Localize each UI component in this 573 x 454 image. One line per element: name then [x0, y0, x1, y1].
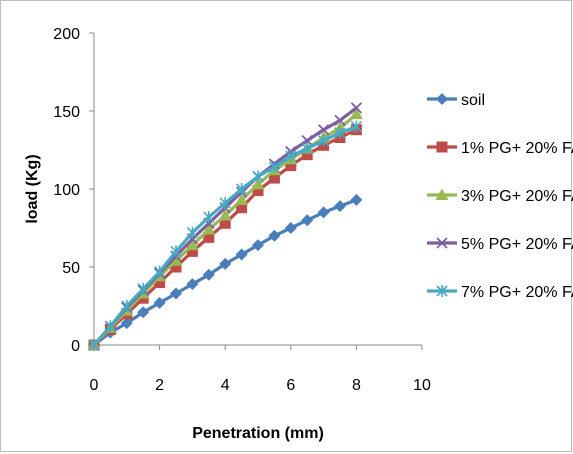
x-tick-label: 4: [221, 377, 230, 394]
data-point: [219, 217, 231, 229]
data-point: [252, 170, 264, 183]
data-point: [236, 183, 248, 195]
legend-label: soil: [461, 92, 485, 109]
y-tick-label: 200: [53, 26, 80, 43]
data-point: [252, 239, 264, 252]
data-point: [203, 211, 215, 224]
data-point: [202, 268, 215, 281]
data-point: [349, 107, 363, 120]
x-tick-label: 8: [352, 377, 361, 394]
x-tick-label: 2: [155, 377, 164, 394]
legend-label: 5% PG+ 20% FA: [461, 236, 573, 253]
legend-item: 3% PG+ 20% FA: [427, 188, 573, 205]
chart-axes: 0 50 100 150 200 0 2 4 6 8 10: [53, 26, 431, 394]
data-point: [301, 142, 313, 155]
legend-label: 3% PG+ 20% FA: [461, 188, 573, 205]
legend-item: soil: [427, 92, 485, 109]
data-point: [301, 149, 313, 161]
legend-item: 1% PG+ 20% FA: [427, 140, 573, 157]
data-point: [219, 257, 232, 270]
data-point: [219, 197, 231, 210]
legend-marker: [435, 188, 449, 200]
data-point: [186, 226, 198, 239]
data-point: [268, 172, 280, 184]
data-point: [170, 245, 182, 258]
y-axis-title: load (Kg): [24, 154, 41, 223]
y-tick-label: 150: [53, 104, 80, 121]
data-point: [137, 282, 149, 295]
chart-legend: soil 1% PG+ 20% FA 3% PG+ 20% FA 5% PG+ 20%…: [427, 92, 573, 301]
legend-marker: [436, 93, 448, 105]
data-point: [350, 193, 363, 206]
chart-labels: Penetration (mm) load (Kg): [24, 154, 324, 442]
data-point: [170, 287, 182, 300]
x-marker-stroke: [301, 135, 313, 147]
data-point: [154, 265, 166, 278]
data-point: [186, 278, 199, 291]
data-point: [334, 200, 346, 213]
data-point: [285, 160, 297, 172]
legend-marker: [436, 141, 448, 153]
data-point: [285, 150, 297, 163]
data-point: [317, 124, 330, 136]
data-point: [153, 296, 166, 309]
y-tick-label: 50: [62, 260, 80, 277]
data-point: [203, 231, 215, 243]
data-point: [301, 135, 313, 147]
series-1-pg-20-fa: [88, 124, 362, 351]
x-axis-title: Penetration (mm): [192, 425, 324, 442]
data-point: [235, 248, 248, 261]
data-point: [268, 229, 281, 242]
series-line: [92, 124, 358, 347]
data-point: [350, 120, 362, 133]
x-marker-stroke: [317, 124, 330, 136]
y-tick-label: 100: [53, 182, 80, 199]
data-point: [88, 339, 100, 351]
data-point: [317, 206, 330, 219]
data-point: [350, 102, 363, 114]
data-point: [169, 254, 183, 266]
data-point: [252, 185, 264, 197]
y-tick-label: 0: [71, 338, 80, 355]
data-point: [236, 202, 248, 214]
x-tick-label: 10: [413, 377, 431, 394]
data-point: [301, 214, 314, 227]
x-marker-stroke: [350, 102, 363, 114]
data-point: [284, 222, 297, 234]
series-line: [92, 128, 358, 347]
legend-marker: [436, 285, 448, 297]
x-marker-stroke: [334, 114, 346, 126]
data-point: [186, 245, 198, 257]
legend-item: 5% PG+ 20% FA: [427, 236, 573, 253]
data-point: [170, 261, 182, 273]
data-point: [202, 223, 216, 235]
series-7-pg-20-fa: [88, 120, 362, 351]
legend-item: 7% PG+ 20% FA: [427, 284, 573, 301]
data-point: [120, 317, 133, 330]
legend-label: 1% PG+ 20% FA: [461, 140, 573, 157]
data-point: [121, 300, 133, 312]
legend-label: 7% PG+ 20% FA: [461, 284, 573, 301]
data-point: [334, 126, 346, 139]
data-point: [318, 134, 330, 147]
data-point: [218, 209, 232, 221]
data-point: [154, 277, 166, 289]
data-point: [251, 177, 265, 190]
x-marker-stroke: [436, 237, 448, 249]
data-point: [137, 306, 150, 319]
chart-series: [87, 102, 363, 351]
x-tick-label: 6: [286, 377, 295, 394]
legend-marker: [436, 237, 448, 249]
data-point: [185, 238, 199, 251]
data-point: [235, 193, 249, 205]
data-point: [268, 161, 280, 174]
data-point: [104, 320, 116, 333]
data-point: [334, 114, 346, 126]
x-tick-label: 0: [90, 377, 99, 394]
